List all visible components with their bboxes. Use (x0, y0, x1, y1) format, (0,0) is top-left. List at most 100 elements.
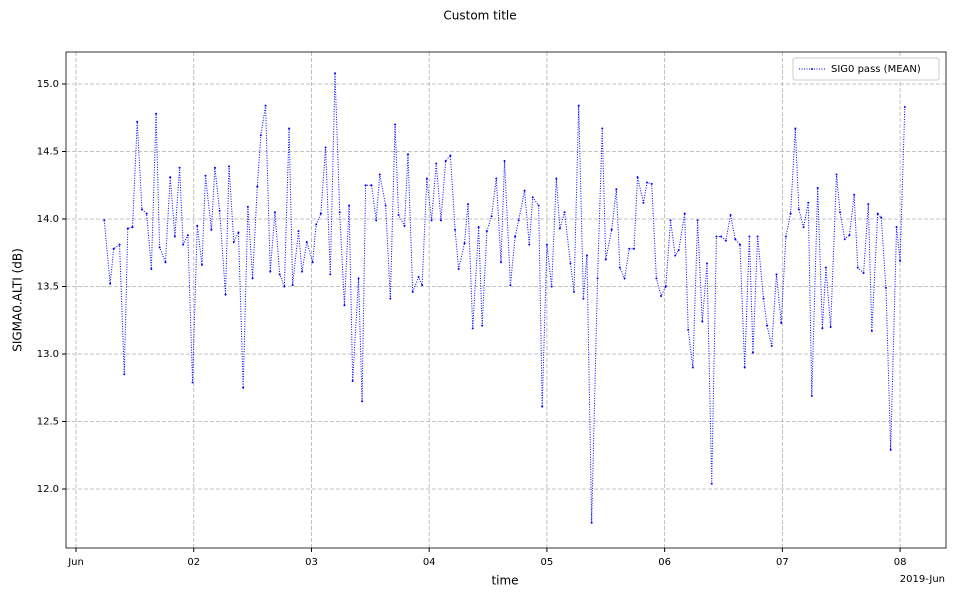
data-point (729, 213, 732, 216)
data-point (563, 211, 566, 214)
data-point (297, 230, 300, 233)
data-point (499, 261, 502, 264)
data-point (601, 127, 604, 130)
data-point (237, 231, 240, 234)
data-point (572, 290, 575, 293)
data-point (435, 162, 438, 165)
x-tick-label: 08 (894, 557, 907, 568)
legend-label: SIG0 pass (MEAN) (831, 64, 921, 75)
data-point (724, 239, 727, 242)
data-point (509, 284, 512, 287)
data-point (361, 400, 364, 403)
data-point (449, 154, 452, 157)
data-point (669, 219, 672, 222)
data-point (136, 120, 139, 123)
data-point (311, 261, 314, 264)
data-point (687, 328, 690, 331)
data-point (503, 159, 506, 162)
data-point (182, 243, 185, 246)
data-point (232, 240, 235, 243)
data-point (126, 227, 129, 230)
x-tick-label: 06 (658, 557, 671, 568)
data-point (411, 290, 414, 293)
data-point (867, 203, 870, 206)
data-point (645, 181, 648, 184)
data-point (477, 226, 480, 229)
y-tick-label: 12.0 (37, 484, 59, 495)
data-point (884, 286, 887, 289)
data-point (273, 211, 276, 214)
data-point (683, 212, 686, 215)
data-point (454, 228, 457, 231)
data-point (743, 366, 746, 369)
data-point (357, 277, 360, 280)
data-point (467, 203, 470, 206)
data-point (112, 247, 115, 250)
data-point (853, 193, 856, 196)
data-point (862, 271, 865, 274)
data-point (848, 234, 851, 237)
data-point (537, 204, 540, 207)
data-point (425, 177, 428, 180)
x-tick-label: 02 (187, 557, 200, 568)
data-point (364, 184, 367, 187)
data-point (375, 219, 378, 222)
legend-box (792, 57, 940, 81)
data-point (242, 386, 245, 389)
data-point (378, 173, 381, 176)
data-point (558, 227, 561, 230)
data-point (389, 297, 392, 300)
data-point (150, 267, 153, 270)
data-point (706, 262, 709, 265)
data-point (642, 201, 645, 204)
data-point (596, 277, 599, 280)
y-tick-label: 13.5 (37, 281, 59, 292)
x-tick-label: 04 (423, 557, 436, 568)
data-point (256, 185, 259, 188)
data-point (269, 270, 272, 273)
data-point (246, 205, 249, 208)
data-point (228, 165, 231, 168)
data-point (780, 321, 783, 324)
data-point (485, 230, 488, 233)
plot-frame (65, 51, 947, 549)
data-point (283, 285, 286, 288)
data-point (288, 127, 291, 130)
data-point (701, 320, 704, 323)
data-point (807, 201, 810, 204)
data-point (329, 273, 332, 276)
y-tick-label: 13.0 (37, 349, 59, 360)
y-tick-label: 14.0 (37, 214, 59, 225)
data-point (406, 153, 409, 156)
data-point (315, 223, 318, 226)
data-point (903, 105, 906, 108)
data-point (213, 166, 216, 169)
data-point (528, 243, 531, 246)
data-point (103, 219, 106, 222)
data-point (343, 304, 346, 307)
data-point (843, 238, 846, 241)
data-point (430, 219, 433, 222)
data-point (338, 211, 341, 214)
legend-marker (811, 68, 813, 70)
data-point (623, 277, 626, 280)
data-point (251, 277, 254, 280)
data-point (880, 216, 883, 219)
data-point (650, 182, 653, 185)
data-point (348, 204, 351, 207)
data-point (439, 219, 442, 222)
data-point (444, 159, 447, 162)
data-point (550, 285, 553, 288)
data-point (218, 209, 221, 212)
data-point (615, 188, 618, 191)
data-point (370, 184, 373, 187)
data-point (305, 240, 308, 243)
chart-title: Custom title (443, 9, 516, 23)
data-point (577, 104, 580, 107)
data-point (264, 104, 267, 107)
data-point (291, 284, 294, 287)
data-point (585, 254, 588, 257)
data-point (797, 208, 800, 211)
data-point (766, 324, 769, 327)
